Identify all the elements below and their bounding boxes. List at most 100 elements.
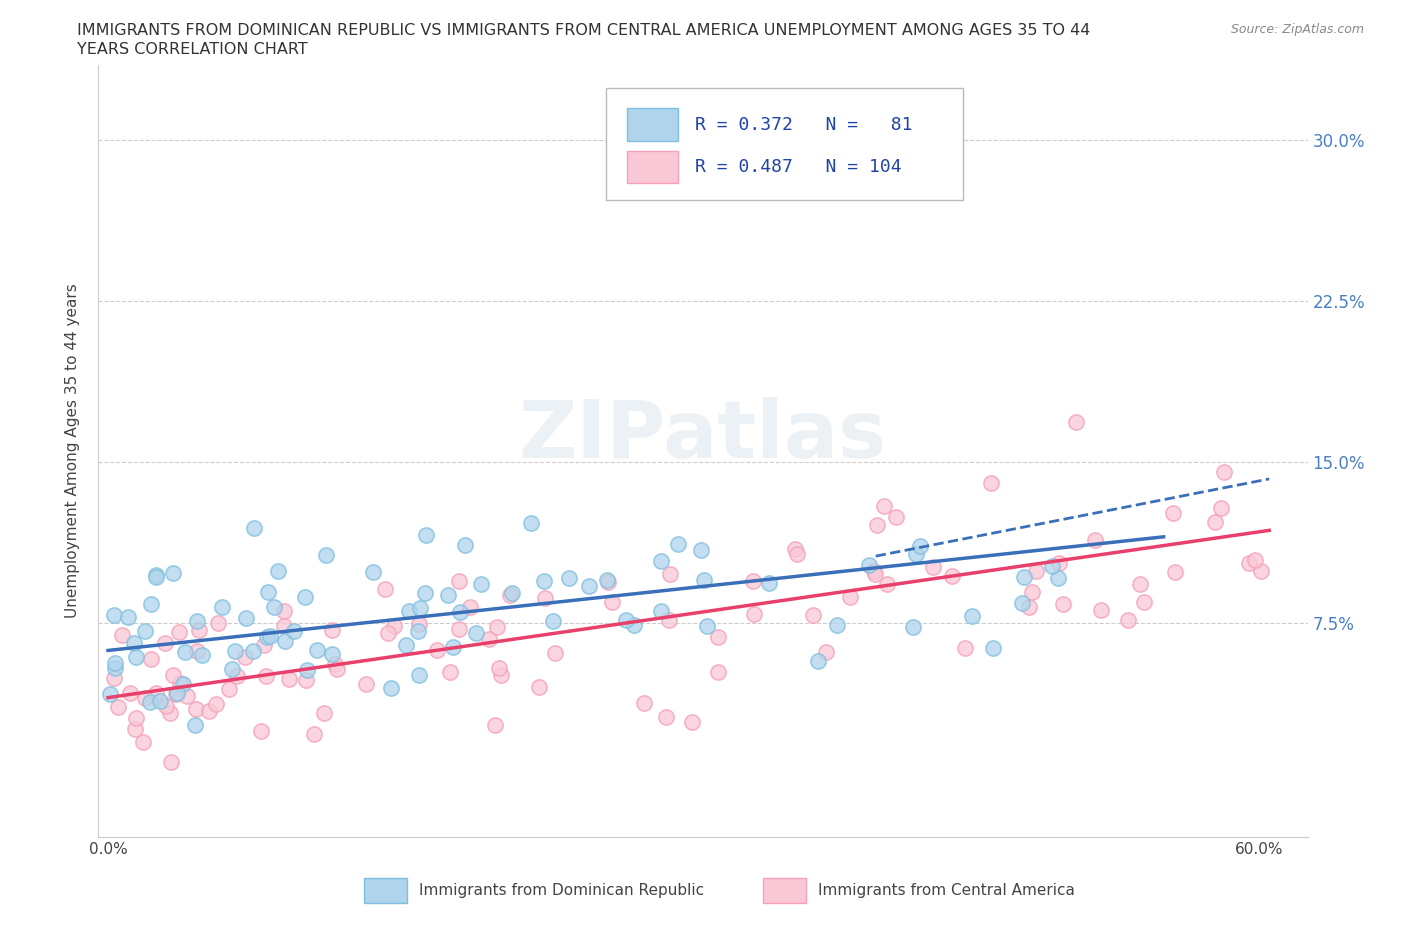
Point <box>226 669 249 684</box>
Point <box>172 677 194 692</box>
Point <box>409 601 432 616</box>
Point <box>395 638 418 653</box>
Point <box>693 573 716 588</box>
Text: YEARS CORRELATION CHART: YEARS CORRELATION CHART <box>77 42 308 57</box>
Text: Immigrants from Dominican Republic: Immigrants from Dominican Republic <box>419 883 704 897</box>
Point <box>983 640 1005 655</box>
Point <box>863 564 886 578</box>
Bar <box>763 878 806 903</box>
Point <box>186 701 208 716</box>
Point <box>801 607 824 622</box>
Point <box>666 537 689 551</box>
Point <box>174 644 197 659</box>
Point <box>103 607 125 622</box>
Text: Source: ZipAtlas.com: Source: ZipAtlas.com <box>1230 23 1364 36</box>
Point <box>650 553 672 568</box>
Point <box>1116 613 1139 628</box>
Point <box>1204 515 1226 530</box>
Point <box>1244 552 1267 567</box>
Point <box>323 657 346 671</box>
Point <box>266 564 288 578</box>
Point <box>1040 559 1063 574</box>
Point <box>449 621 471 636</box>
Point <box>377 626 399 641</box>
Point <box>742 573 765 588</box>
Point <box>263 599 285 614</box>
Point <box>218 682 240 697</box>
Point <box>458 599 481 614</box>
Point <box>104 660 127 675</box>
Bar <box>627 108 678 140</box>
Point <box>221 661 243 676</box>
Text: ZIPatlas: ZIPatlas <box>519 396 887 474</box>
Point <box>470 577 492 591</box>
Point <box>100 686 122 701</box>
FancyBboxPatch shape <box>606 88 963 200</box>
Point <box>1213 465 1236 480</box>
Point <box>253 638 276 653</box>
Point <box>786 546 808 561</box>
Point <box>145 685 167 700</box>
Point <box>614 613 637 628</box>
Point <box>658 613 681 628</box>
Point <box>873 498 896 513</box>
Point <box>1237 555 1260 570</box>
Point <box>1129 577 1152 591</box>
Point <box>162 668 184 683</box>
Point <box>806 654 828 669</box>
Point <box>184 718 207 733</box>
Point <box>155 698 177 713</box>
Point <box>544 645 567 660</box>
Point <box>103 671 125 685</box>
Point <box>1046 570 1069 585</box>
Point <box>527 680 550 695</box>
Point <box>297 662 319 677</box>
Point <box>922 560 945 575</box>
Text: R = 0.487   N = 104: R = 0.487 N = 104 <box>695 158 901 176</box>
Point <box>315 548 337 563</box>
Point <box>1090 603 1112 618</box>
Point <box>908 538 931 553</box>
Point <box>132 734 155 749</box>
Point <box>783 542 806 557</box>
Point <box>1025 564 1047 578</box>
Point <box>145 567 167 582</box>
Point <box>104 656 127 671</box>
Point <box>1052 596 1074 611</box>
Point <box>314 706 336 721</box>
Point <box>484 717 506 732</box>
Point <box>415 528 437 543</box>
Point <box>242 644 264 658</box>
Point <box>654 710 676 724</box>
Point <box>1250 564 1272 578</box>
Point <box>169 675 191 690</box>
Point <box>259 629 281 644</box>
Point <box>374 581 396 596</box>
Point <box>623 618 645 632</box>
Point <box>533 573 555 588</box>
Point <box>356 677 378 692</box>
Point <box>650 604 672 618</box>
Point <box>211 599 233 614</box>
Point <box>980 475 1002 490</box>
Point <box>166 685 188 700</box>
Point <box>557 570 579 585</box>
Point <box>321 623 343 638</box>
Point <box>169 625 191 640</box>
Point <box>124 649 146 664</box>
Point <box>426 643 449 658</box>
Point <box>191 647 214 662</box>
Point <box>633 696 655 711</box>
Point <box>876 577 898 591</box>
Point <box>858 557 880 572</box>
Point <box>294 590 316 604</box>
Point <box>273 618 295 633</box>
Point <box>596 575 619 590</box>
Point <box>273 633 295 648</box>
Point <box>839 590 862 604</box>
Point <box>145 570 167 585</box>
Point <box>187 623 209 638</box>
Point <box>198 703 221 718</box>
Point <box>413 586 436 601</box>
Point <box>165 686 187 701</box>
